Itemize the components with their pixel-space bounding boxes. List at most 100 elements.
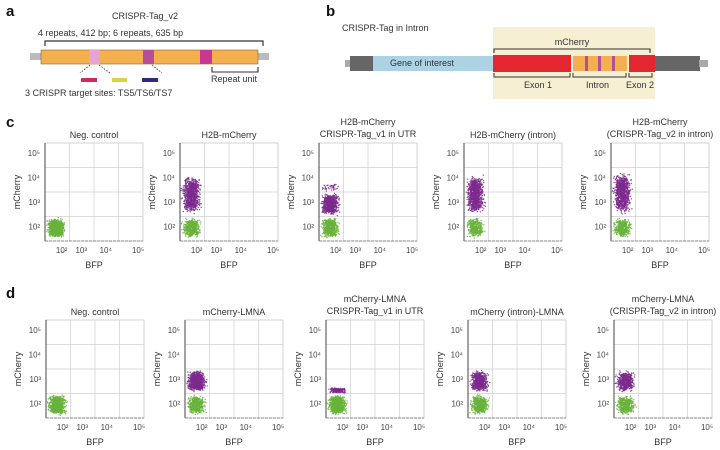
event-dot: [63, 222, 65, 224]
event-dot: [185, 186, 187, 189]
event-dot: [333, 207, 335, 209]
event-dot: [187, 229, 190, 231]
event-dot: [186, 222, 188, 224]
event-dot: [334, 212, 336, 214]
event-dot: [188, 224, 190, 226]
event-dot: [322, 202, 325, 204]
event-dot: [333, 217, 335, 219]
event-dot: [61, 228, 63, 230]
event-dot: [480, 223, 482, 225]
event-dot: [468, 208, 470, 211]
event-dot: [481, 198, 483, 200]
event-dot: [338, 197, 340, 199]
event-dot: [196, 235, 199, 237]
event-dot: [479, 232, 482, 234]
event-dot: [195, 228, 197, 230]
event-dot: [193, 180, 195, 183]
event-dot: [186, 227, 189, 229]
event-dot: [334, 219, 336, 221]
event-dot: [189, 234, 191, 236]
event-dot: [197, 186, 199, 189]
event-dot: [48, 219, 50, 221]
event-dot: [52, 226, 54, 229]
event-dot: [57, 234, 59, 236]
event-dot: [191, 194, 193, 196]
event-dot: [189, 182, 191, 184]
event-dot: [327, 235, 329, 237]
event-dot: [185, 217, 187, 219]
event-dot: [325, 199, 327, 201]
event-dot: [191, 196, 193, 198]
event-dot: [325, 235, 327, 238]
event-dot: [47, 226, 50, 229]
event-dot: [471, 223, 473, 225]
event-dot: [470, 189, 472, 192]
event-dot: [188, 207, 190, 209]
event-dot: [468, 221, 470, 223]
x-tick-label: 10⁴: [235, 246, 248, 255]
event-dot: [470, 232, 472, 234]
event-dot: [60, 218, 62, 220]
event-dot: [62, 225, 64, 228]
event-dot: [331, 225, 333, 228]
x-axis-label: BFP: [220, 260, 238, 270]
event-dot: [337, 221, 339, 224]
event-dot: [53, 224, 55, 226]
event-dot: [329, 228, 331, 230]
event-dot: [477, 232, 479, 235]
event-dot: [186, 218, 188, 221]
event-dot: [319, 234, 322, 236]
event-dot: [189, 191, 191, 193]
event-dot: [195, 232, 198, 234]
event-dot: [49, 225, 51, 227]
event-dot: [50, 219, 53, 222]
event-dot: [48, 233, 50, 235]
event-dot: [185, 204, 187, 206]
event-dot: [191, 183, 193, 186]
event-dot: [189, 204, 191, 207]
event-dot: [186, 226, 188, 228]
event-dot: [190, 220, 193, 222]
event-dot: [473, 237, 475, 239]
event-dot: [50, 231, 53, 233]
event-dot: [475, 223, 477, 225]
event-dot: [182, 210, 184, 213]
event-dot: [481, 191, 484, 193]
event-dot: [197, 220, 199, 222]
event-dot: [193, 194, 196, 196]
event-dot: [338, 211, 341, 213]
event-dot: [191, 222, 193, 224]
event-dot: [322, 208, 324, 211]
event-dot: [189, 235, 191, 238]
event-dot: [469, 199, 471, 201]
x-tick-label: 10³: [349, 246, 361, 255]
event-dot: [193, 209, 195, 211]
event-dot: [476, 226, 478, 228]
event-dot: [58, 233, 60, 235]
event-dot: [476, 194, 478, 196]
event-dot: [194, 201, 196, 203]
event-dot: [61, 223, 63, 225]
event-dot: [196, 228, 198, 230]
event-dot: [54, 235, 57, 238]
event-dot: [475, 191, 478, 193]
event-dot: [466, 198, 468, 201]
event-dot: [320, 202, 322, 204]
event-dot: [321, 200, 324, 203]
event-dot: [335, 197, 337, 200]
event-dot: [52, 220, 55, 222]
event-dot: [197, 206, 199, 209]
exon-2: [629, 55, 655, 72]
event-dot: [186, 208, 188, 211]
event-dot: [195, 229, 197, 232]
event-dot: [477, 227, 480, 229]
event-dot: [181, 197, 184, 199]
event-dot: [480, 179, 482, 181]
ts6-site: [112, 78, 127, 82]
event-dot: [196, 182, 198, 184]
event-dot: [185, 233, 188, 235]
exon-1: [493, 55, 571, 72]
event-dot: [196, 236, 198, 238]
event-dot: [188, 210, 190, 212]
